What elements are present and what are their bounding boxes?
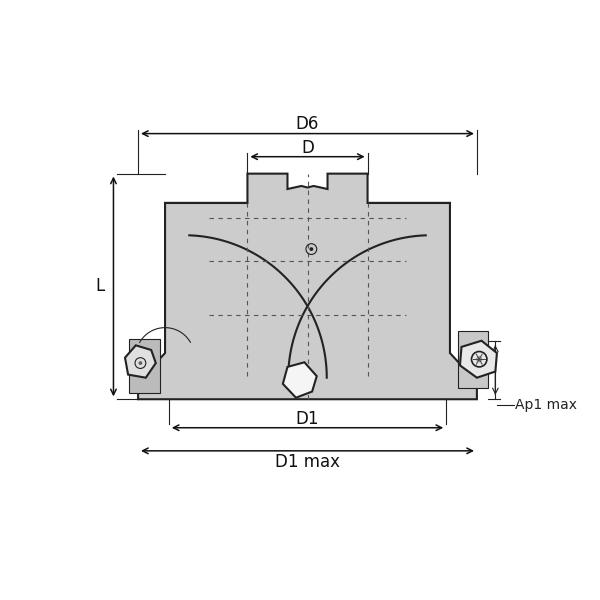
Text: D1: D1 xyxy=(296,409,319,427)
Polygon shape xyxy=(138,173,477,399)
Polygon shape xyxy=(283,362,317,398)
Circle shape xyxy=(139,361,142,365)
Text: Ap1 max: Ap1 max xyxy=(515,398,577,412)
Circle shape xyxy=(310,247,313,251)
Polygon shape xyxy=(129,339,160,393)
Text: D6: D6 xyxy=(296,115,319,133)
Polygon shape xyxy=(460,341,497,377)
Text: D1 max: D1 max xyxy=(275,452,340,470)
Polygon shape xyxy=(125,346,156,377)
Circle shape xyxy=(476,356,482,362)
Polygon shape xyxy=(458,331,488,388)
Text: D: D xyxy=(301,139,314,157)
Text: L: L xyxy=(95,277,104,295)
